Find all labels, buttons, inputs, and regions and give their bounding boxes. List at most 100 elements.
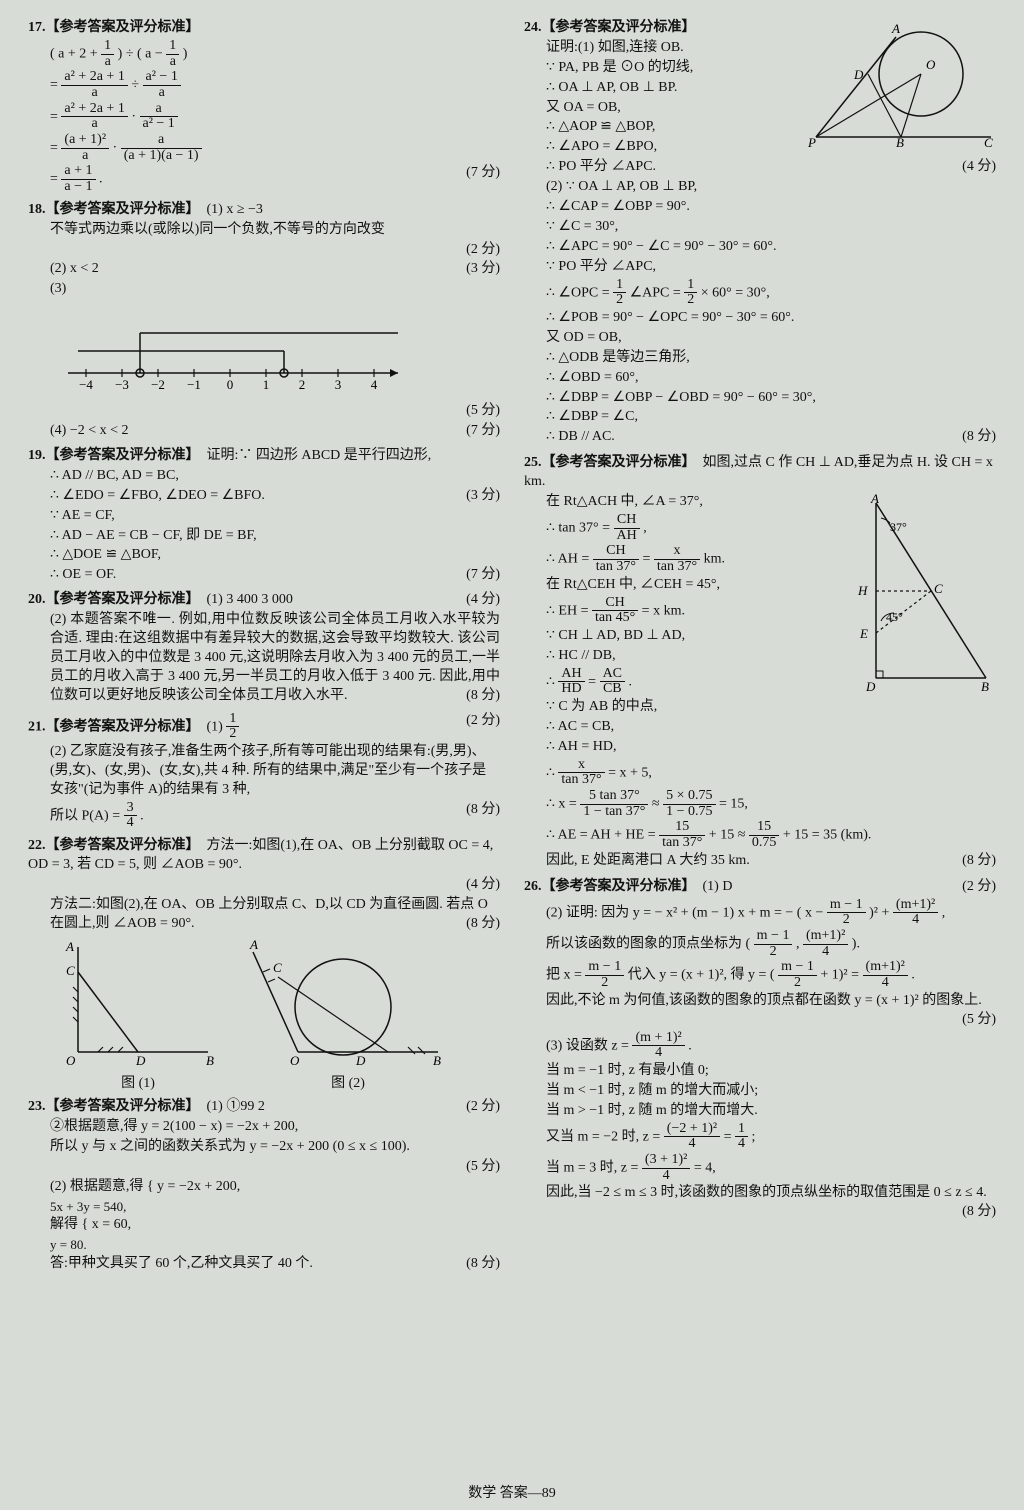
f: 1: [226, 712, 239, 728]
q23-l4b: y = 80.: [28, 1236, 500, 1254]
f: 4: [893, 913, 938, 928]
q23-l1: ②根据题意,得 y = 2(100 − x) = −2x + 200,: [28, 1118, 500, 1137]
q21-hdr: 【参考答案及评分标准】: [46, 719, 193, 734]
q23-s5: (5 分): [466, 1158, 500, 1177]
svg-text:4: 4: [371, 377, 378, 392]
question-24: A O D P B C 24.【参考答案及评分标准】 证明:(1) 如图,连接 …: [524, 19, 996, 448]
q20-s4: (4 分): [466, 591, 500, 610]
f: 3: [124, 801, 137, 817]
t: .: [99, 172, 103, 187]
q25-l10: ∴ AC = CB,: [524, 718, 996, 737]
t: + 15 ≈: [709, 828, 749, 843]
q19-s3: (3 分): [466, 487, 500, 506]
q26-l7: 当 m < −1 时, z 随 m 的增大而减小;: [524, 1082, 996, 1101]
q21-p1: (1): [207, 719, 227, 734]
q24-l19: ∴ ∠DBP = ∠C,: [524, 408, 996, 427]
f: 5 tan 37°: [580, 789, 648, 805]
svg-text:45°: 45°: [886, 610, 903, 624]
q23-l3b: 5x + 3y = 540,: [28, 1198, 500, 1216]
t: + 15 = 35 (km).: [783, 828, 872, 843]
f: (m+1)²: [893, 898, 938, 914]
q24-hdr: 【参考答案及评分标准】: [542, 20, 696, 35]
f: 4: [735, 1137, 748, 1152]
q24-l7: ∴ PO 平分 ∠APC.: [546, 159, 656, 174]
f: CH: [614, 513, 640, 529]
q22-diagrams: A C O D B 图 (1) A C O D B 图 (2): [58, 937, 500, 1092]
q26-p1: (1) D: [703, 879, 733, 894]
f: (m+1)²: [863, 960, 908, 976]
f: 1: [684, 278, 697, 294]
t: ∴: [546, 765, 558, 780]
f: (m+1)²: [803, 929, 848, 945]
q26-s8: (8 分): [962, 1203, 996, 1222]
q24-s8: (8 分): [962, 428, 996, 447]
q17-num: 17.: [28, 20, 46, 35]
t: = 15,: [719, 796, 748, 811]
t: ∴ x =: [546, 796, 580, 811]
svg-text:A: A: [65, 939, 74, 954]
question-18: 18.【参考答案及评分标准】 (1) x ≥ −3 不等式两边乘以(或除以)同一…: [28, 201, 500, 441]
q17-l1c: ): [183, 46, 188, 61]
q18-s7: (7 分): [466, 422, 500, 441]
t: ,: [942, 905, 946, 920]
f: a: [121, 133, 202, 149]
question-25: 25.【参考答案及评分标准】 如图,过点 C 作 CH ⊥ AD,垂足为点 H.…: [524, 454, 996, 872]
t: )² +: [869, 905, 893, 920]
svg-text:A: A: [891, 21, 900, 36]
q19-num: 19.: [28, 448, 46, 463]
t: .: [911, 968, 915, 983]
q25-l15: 因此, E 处距离港口 A 大约 35 km.: [546, 853, 750, 868]
q22-cap2: 图 (2): [248, 1072, 448, 1092]
q19-l4: ∴ AD − AE = CB − CF, 即 DE = BF,: [28, 527, 500, 546]
svg-text:C: C: [984, 135, 993, 149]
f: 1 − 0.75: [663, 805, 715, 820]
t: (3) 设函数 z =: [546, 1038, 632, 1053]
q20-p1: (1) 3 400 3 000: [207, 592, 293, 607]
t: ).: [852, 936, 860, 951]
svg-text:H: H: [857, 583, 868, 598]
q25-diagram: A H C E D B 37° 45°: [846, 493, 996, 698]
f: AH: [558, 667, 584, 683]
q26-l4: 因此,不论 m 为何值,该函数的图象的顶点都在函数 y = (x + 1)² 的…: [546, 993, 982, 1008]
svg-text:−1: −1: [187, 377, 201, 392]
f: a: [61, 149, 109, 164]
svg-text:D: D: [135, 1053, 146, 1067]
q26-l6: 当 m = −1 时, z 有最小值 0;: [524, 1062, 996, 1081]
svg-text:A: A: [870, 493, 879, 506]
f: 1: [613, 278, 626, 294]
f: a² − 1: [143, 70, 181, 86]
q20-s8: (8 分): [466, 687, 500, 706]
q26-l8: 当 m > −1 时, z 随 m 的增大而增大.: [524, 1102, 996, 1121]
f: m − 1: [585, 960, 624, 976]
eq: =: [50, 140, 61, 155]
q24-l16: ∴ △ODB 是等边三角形,: [524, 349, 996, 368]
q26-l11: 因此,当 −2 ≤ m ≤ 3 时,该函数的图象的顶点纵坐标的取值范围是 0 ≤…: [546, 1185, 987, 1200]
f: 1: [735, 1122, 748, 1138]
svg-text:B: B: [896, 135, 904, 149]
t: ∴ AE = AH + HE =: [546, 828, 659, 843]
q21-l2a: 所以 P(A) =: [50, 808, 124, 823]
f: 1 − tan 37°: [580, 805, 648, 820]
f: (−2 + 1)²: [664, 1122, 720, 1138]
t: = x + 5,: [608, 765, 652, 780]
t: ≈: [652, 796, 663, 811]
svg-text:A: A: [249, 937, 258, 952]
eq: =: [50, 109, 61, 124]
q22-num: 22.: [28, 838, 46, 853]
svg-text:2: 2: [299, 377, 306, 392]
q21-l1: (2) 乙家庭没有孩子,准备生两个孩子,所有等可能出现的结果有:(男,男)、(男…: [28, 743, 500, 800]
t: = 4,: [694, 1160, 716, 1175]
f: 1: [101, 39, 114, 55]
t: 当 m = 3 时, z =: [546, 1160, 642, 1175]
q24-l8: (2) ∵ OA ⊥ AP, OB ⊥ BP,: [524, 178, 996, 197]
q19-l2: ∴ ∠EDO = ∠FBO, ∠DEO = ∠BFO.: [50, 488, 265, 503]
q20-body: (2) 本题答案不唯一. 例如,用中位数反映该公司全体员工月收入水平较为合适. …: [50, 612, 500, 703]
t: ∴ ∠OPC =: [546, 285, 613, 300]
f: 2: [613, 293, 626, 308]
f: m − 1: [754, 929, 793, 945]
q26-hdr: 【参考答案及评分标准】: [542, 879, 689, 894]
f: HD: [558, 682, 584, 697]
svg-text:P: P: [807, 135, 816, 149]
f: 2: [226, 727, 239, 742]
q23-s8: (8 分): [466, 1255, 500, 1274]
